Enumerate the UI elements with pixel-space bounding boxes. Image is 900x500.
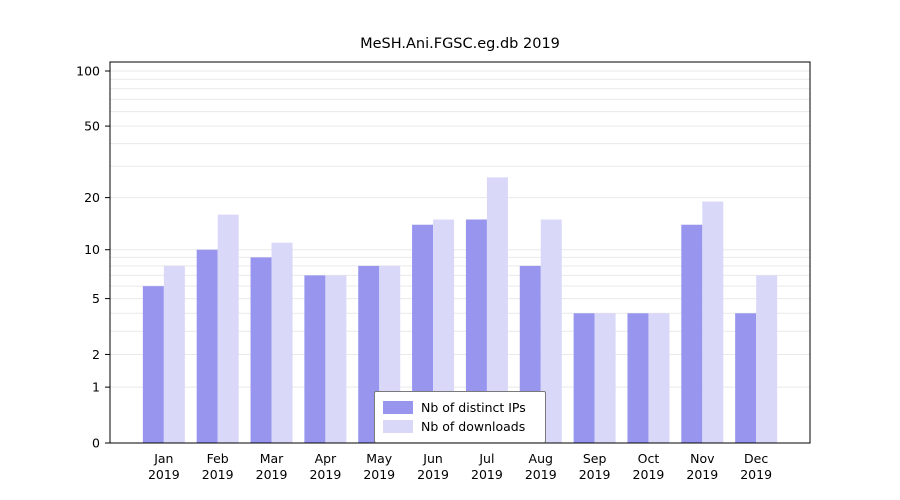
legend-item-downloads: Nb of downloads (383, 417, 535, 436)
x-tick-label-mar-2019: Mar 2019 (256, 451, 288, 482)
x-tick-label-sep-2019: Sep 2019 (579, 451, 611, 482)
bar-nb-of-distinct-ips-jan-2019 (142, 286, 164, 443)
bar-nb-of-downloads-jun-2019 (433, 219, 455, 443)
bar-nb-of-distinct-ips-may-2019 (358, 265, 380, 443)
x-tick-label-nov-2019: Nov 2019 (686, 451, 718, 482)
y-tick-label-1: 1 (92, 380, 100, 395)
bar-nb-of-downloads-sep-2019 (594, 313, 616, 443)
legend-label-downloads: Nb of downloads (421, 419, 526, 434)
bar-nb-of-downloads-nov-2019 (702, 201, 724, 443)
bar-nb-of-downloads-feb-2019 (217, 214, 239, 443)
x-tick-label-jan-2019: Jan 2019 (148, 451, 180, 482)
bar-nb-of-distinct-ips-jun-2019 (412, 224, 434, 443)
legend-swatch-downloads (383, 420, 413, 433)
bar-nb-of-distinct-ips-jul-2019 (465, 219, 487, 443)
plot-border (109, 61, 811, 444)
bar-nb-of-downloads-jul-2019 (486, 177, 508, 444)
y-tick-label-10: 10 (84, 242, 100, 257)
bar-nb-of-distinct-ips-apr-2019 (304, 275, 326, 443)
x-tick-label-oct-2019: Oct 2019 (633, 451, 665, 482)
bar-nb-of-downloads-dec-2019 (756, 275, 778, 443)
bar-nb-of-downloads-aug-2019 (540, 219, 562, 443)
legend-item-distinct-ips: Nb of distinct IPs (383, 398, 535, 417)
x-tick-label-jun-2019: Jun 2019 (417, 451, 449, 482)
y-tick-label-50: 50 (84, 119, 100, 134)
bar-nb-of-distinct-ips-feb-2019 (196, 249, 218, 443)
legend-swatch-distinct-ips (383, 401, 413, 414)
x-tick-label-jul-2019: Jul 2019 (471, 451, 503, 482)
bar-nb-of-distinct-ips-dec-2019 (735, 313, 757, 443)
bar-nb-of-distinct-ips-nov-2019 (681, 224, 703, 443)
x-tick-label-may-2019: May 2019 (363, 451, 395, 482)
x-tick-label-apr-2019: Apr 2019 (309, 451, 341, 482)
x-tick-label-dec-2019: Dec 2019 (740, 451, 772, 482)
bar-nb-of-distinct-ips-oct-2019 (627, 313, 649, 443)
y-tick-label-20: 20 (84, 190, 100, 205)
x-tick-label-feb-2019: Feb 2019 (202, 451, 234, 482)
bar-nb-of-distinct-ips-sep-2019 (573, 313, 595, 443)
chart-title: MeSH.Ani.FGSC.eg.db 2019 (360, 36, 560, 52)
y-tick-label-5: 5 (92, 291, 100, 306)
legend-label-distinct-ips: Nb of distinct IPs (421, 400, 526, 415)
y-tick-label-0: 0 (92, 436, 100, 451)
x-tick-label-aug-2019: Aug 2019 (525, 451, 557, 482)
y-tick-label-2: 2 (92, 347, 100, 362)
bar-nb-of-downloads-apr-2019 (325, 275, 347, 443)
bar-nb-of-distinct-ips-mar-2019 (250, 257, 272, 443)
bar-nb-of-downloads-oct-2019 (648, 313, 670, 443)
legend: Nb of distinct IPs Nb of downloads (374, 391, 546, 443)
bar-nb-of-downloads-jan-2019 (163, 265, 185, 443)
y-tick-label-100: 100 (76, 64, 100, 79)
bar-nb-of-downloads-mar-2019 (271, 242, 293, 443)
